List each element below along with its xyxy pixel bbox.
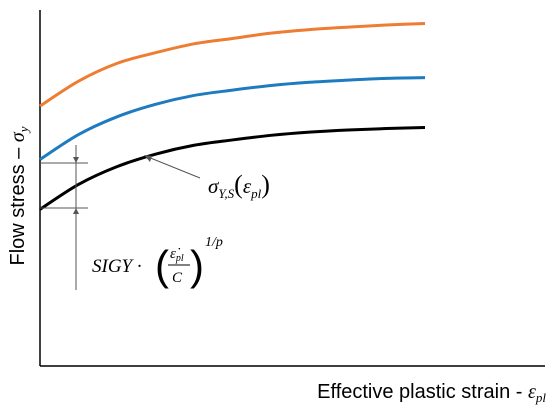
static-open-paren: ( (234, 170, 243, 199)
static-label-leader (147, 156, 201, 179)
rate-term-dimension (40, 145, 88, 290)
rate-open-paren: ( (155, 242, 169, 289)
series-line-2 (39, 76, 426, 161)
rate-numerator: ε̇pl (170, 246, 184, 264)
static-curve-label: σY,S(εpl) (208, 170, 270, 201)
rate-term-label: SIGY · ( ε̇pl C ) 1/p (92, 235, 223, 289)
rate-exponent: 1/p (205, 235, 223, 250)
static-sub: Y,S (218, 186, 234, 201)
series-line-1 (39, 22, 426, 108)
dim-arrow-down (73, 157, 79, 163)
static-arg: ε (243, 174, 252, 198)
rate-denominator: C (172, 270, 183, 286)
dim-arrow-up (73, 208, 79, 214)
static-close-paren: ) (261, 170, 270, 199)
series-layer (39, 22, 426, 211)
rate-prefix: SIGY · (92, 256, 142, 277)
series-line-3 (39, 125, 426, 211)
x-axis-label: Effective plastic strain - εpl (317, 381, 546, 405)
static-label-arrowhead (144, 155, 152, 162)
static-arg-sub: pl (250, 186, 262, 201)
rate-close-paren: ) (190, 242, 204, 289)
static-sym: σ (208, 174, 220, 198)
y-axis-label: Flow stress – σy (7, 126, 31, 265)
